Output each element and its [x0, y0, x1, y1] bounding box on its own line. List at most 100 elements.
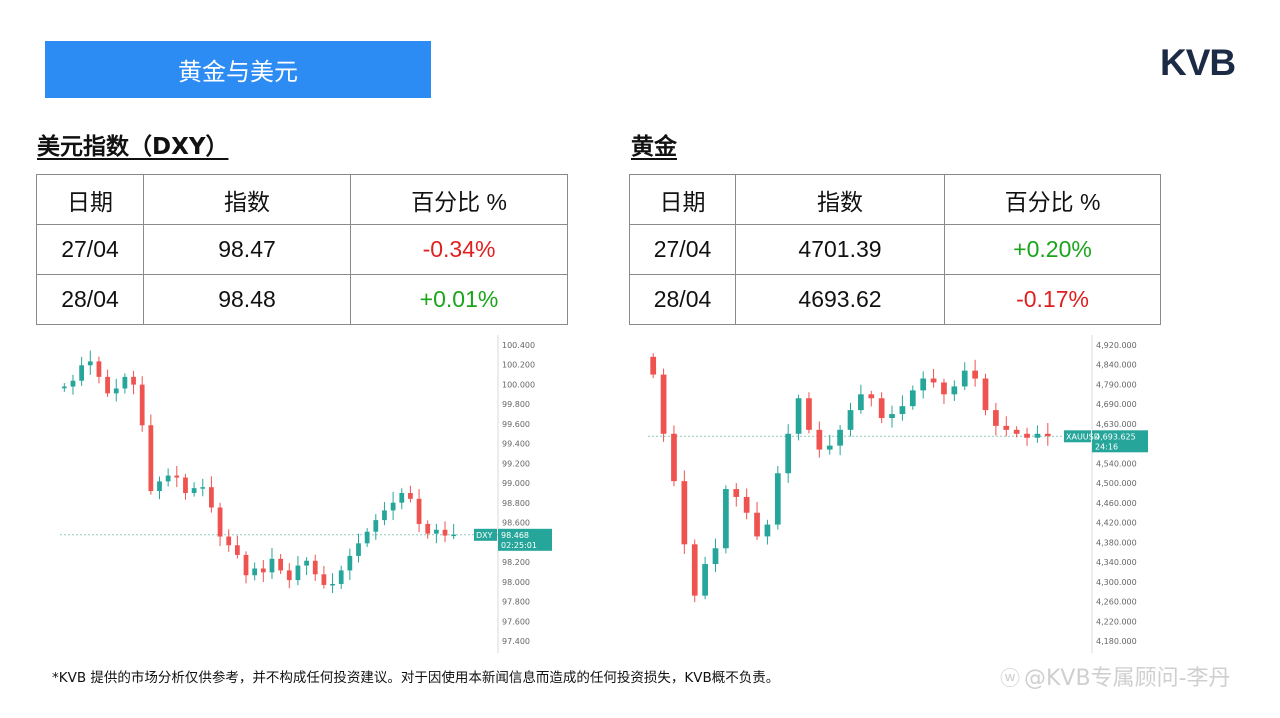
row-percent: -0.17%	[944, 274, 1161, 325]
candle-body	[260, 568, 266, 573]
candle-body	[209, 487, 214, 508]
row-date: 28/04	[36, 274, 144, 325]
ticker-label: DXY	[476, 531, 493, 540]
candle-body	[139, 384, 145, 426]
candle-body	[79, 365, 85, 381]
candle-body	[113, 388, 119, 394]
candle-body	[87, 361, 93, 366]
candle-body	[702, 564, 708, 596]
candle-body	[993, 410, 999, 426]
y-tick-label: 99.400	[502, 440, 530, 449]
ticker-badge	[1064, 430, 1091, 443]
ticker-badge	[474, 528, 497, 541]
y-tick-label: 4,460.000	[1096, 499, 1137, 508]
candle-body	[733, 489, 740, 497]
y-tick-label: 99.200	[502, 459, 530, 468]
row-date: 28/04	[629, 274, 736, 325]
countdown-label: 02:25:01	[501, 541, 537, 550]
last-price-label: 4,693.625	[1095, 432, 1136, 441]
candle-body	[330, 583, 335, 586]
y-tick-label: 4,220.000	[1096, 617, 1137, 626]
candle-body	[671, 433, 677, 482]
candle-body	[723, 489, 729, 549]
gold-section-title: 黄金	[631, 134, 677, 160]
y-tick-label: 4,690.000	[1096, 400, 1137, 409]
candle-body	[930, 378, 937, 383]
candle-body	[304, 560, 309, 566]
header-date: 日期	[36, 174, 144, 225]
candle-body	[157, 481, 162, 492]
y-tick-label: 4,500.000	[1096, 479, 1137, 488]
candle-body	[390, 502, 396, 511]
candle-body	[442, 529, 448, 536]
candle-body	[364, 531, 370, 544]
y-tick-label: 100.400	[502, 341, 535, 350]
candle-body	[174, 475, 180, 478]
candle-body	[858, 394, 864, 411]
candle-body	[650, 356, 657, 375]
row-date: 27/04	[629, 224, 736, 275]
y-tick-label: 4,840.000	[1096, 361, 1137, 370]
candle-body	[200, 487, 206, 489]
y-tick-label: 97.800	[502, 598, 530, 607]
candle-body	[61, 386, 67, 389]
header-index: 指数	[735, 174, 945, 225]
table-header-row: 日期 指数 百分比 %	[629, 174, 1161, 225]
row-index: 4701.39	[735, 224, 945, 275]
row-percent: +0.20%	[944, 224, 1161, 275]
candle-body	[338, 570, 344, 584]
row-index: 98.48	[143, 274, 351, 325]
candle-body	[826, 445, 833, 450]
row-percent: -0.34%	[350, 224, 568, 275]
candle-body	[286, 570, 292, 581]
candle-body	[131, 376, 136, 385]
y-tick-label: 4,300.000	[1096, 578, 1137, 587]
watermark: ⓦ @KVB专属顾问-李丹	[1000, 660, 1231, 692]
candle-body	[806, 398, 812, 430]
price-badge	[498, 528, 552, 551]
candle-body	[243, 554, 249, 576]
y-tick-label: 98.800	[502, 499, 530, 508]
candle-body	[743, 496, 750, 513]
candle-body	[1024, 433, 1030, 438]
header-index: 指数	[143, 174, 351, 225]
kvb-logo-mark: KVB	[1160, 42, 1236, 83]
candle-body	[754, 512, 760, 537]
candle-body	[122, 376, 128, 389]
candle-body	[982, 378, 989, 411]
candle-body	[795, 398, 802, 434]
candle-body	[951, 386, 958, 395]
disclaimer-text: *KVB 提供的市场分析仅供参考，并不构成任何投资建议。对于因使用本新闻信息而造…	[52, 670, 780, 686]
candle-body	[252, 568, 258, 576]
candle-body	[816, 429, 823, 450]
candle-body	[105, 376, 110, 394]
candle-body	[183, 477, 188, 493]
watermark-text: @KVB专属顾问-李丹	[1024, 666, 1231, 691]
candle-body	[868, 394, 875, 399]
table-row: 27/04 98.47 -0.34%	[36, 224, 568, 275]
candle-body	[96, 361, 102, 377]
candle-body	[712, 548, 719, 565]
y-tick-label: 100.200	[502, 361, 535, 370]
candle-body	[1044, 433, 1051, 437]
y-tick-label: 4,420.000	[1096, 519, 1137, 528]
candle-body	[878, 398, 885, 418]
weibo-icon: ⓦ	[1000, 666, 1020, 690]
row-percent: +0.01%	[350, 274, 568, 325]
candle-body	[399, 493, 405, 503]
candle-body	[433, 529, 439, 534]
title-banner: 黄金与美元	[45, 41, 431, 98]
y-tick-label: 4,540.000	[1096, 459, 1137, 468]
row-index: 98.47	[143, 224, 351, 275]
y-tick-label: 98.200	[502, 558, 530, 567]
y-tick-label: 97.600	[502, 617, 530, 626]
candle-body	[1003, 425, 1010, 430]
y-tick-label: 4,920.000	[1096, 341, 1137, 350]
kvb-logo: KVB	[1160, 42, 1250, 84]
candle-body	[382, 510, 387, 521]
row-date: 27/04	[36, 224, 144, 275]
y-tick-label: 98.600	[502, 519, 530, 528]
candle-body	[408, 493, 413, 499]
